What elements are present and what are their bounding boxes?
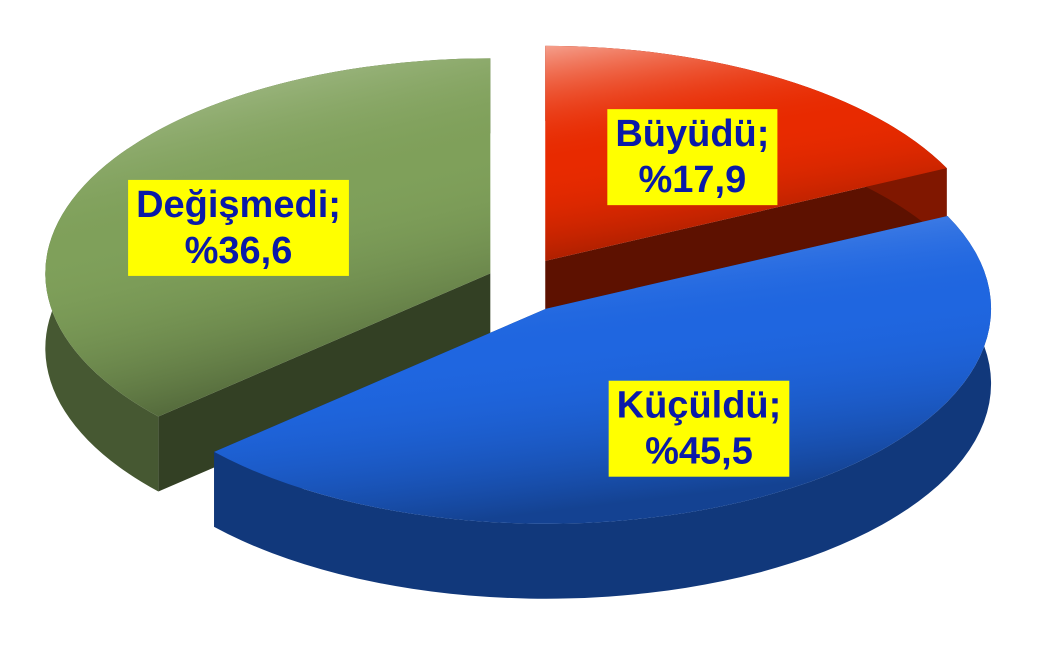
value-label: %17,9 <box>638 159 746 201</box>
category-label: Değişmedi; <box>136 184 341 226</box>
label-box <box>128 179 349 276</box>
category-label: Büyüdü; <box>615 113 769 155</box>
label-box <box>608 380 790 477</box>
value-label: %36,6 <box>185 230 293 272</box>
label-box <box>607 109 778 206</box>
category-label: Küçüldü; <box>617 385 782 427</box>
value-label: %45,5 <box>645 431 753 473</box>
